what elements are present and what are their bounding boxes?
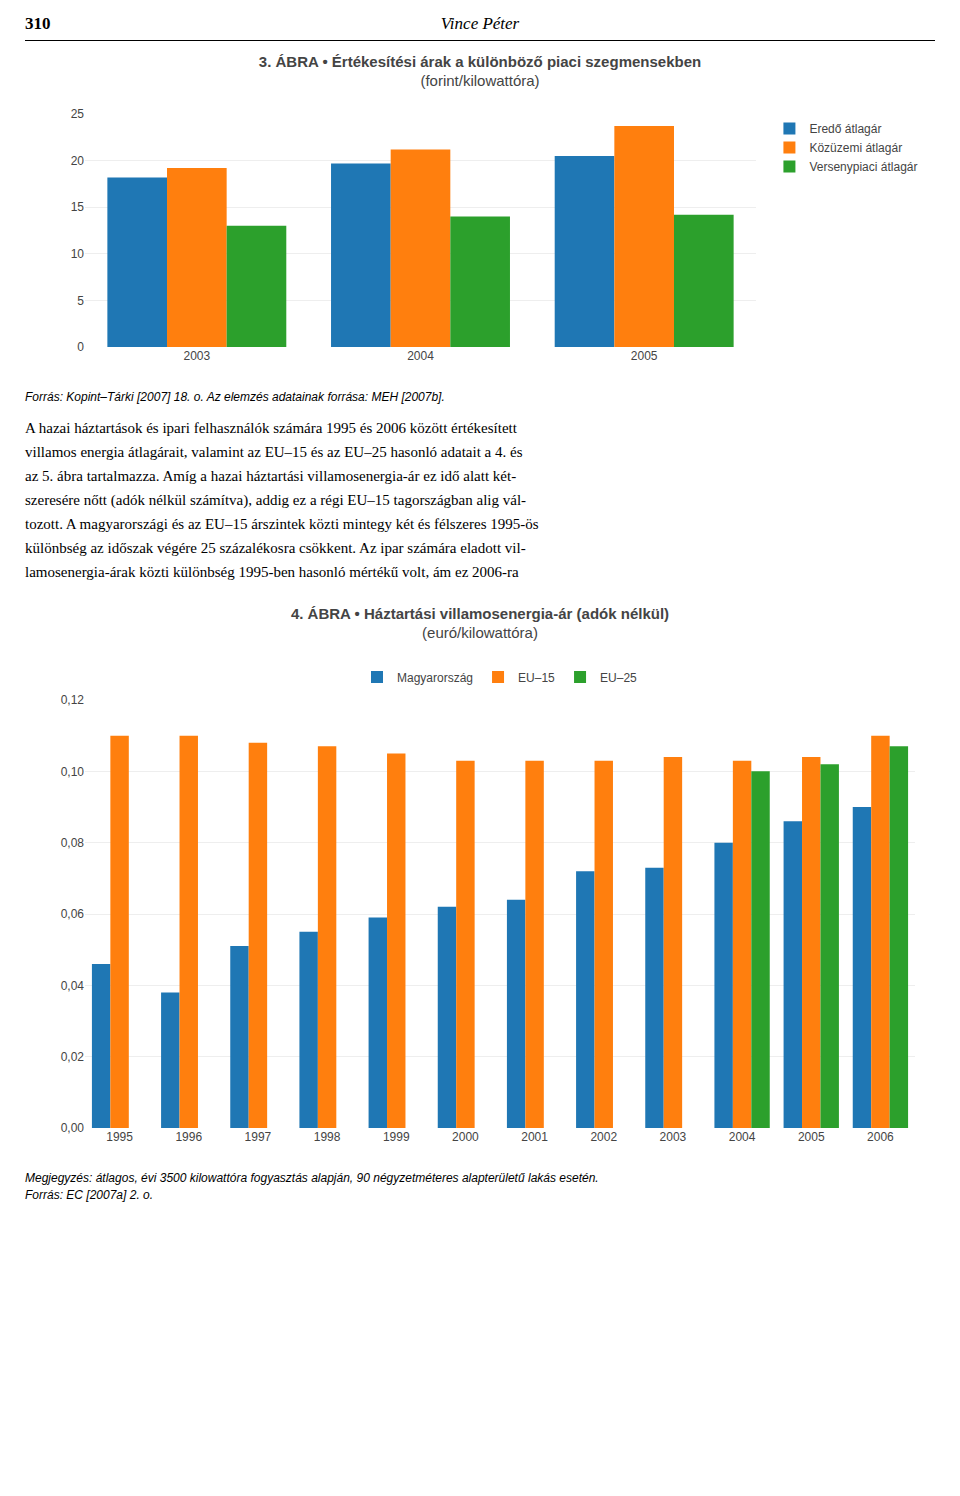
svg-text:2003: 2003 xyxy=(183,349,210,363)
html-text:különbség az időszak végére 25: különbség az időszak végére 25 százaléko… xyxy=(25,540,526,556)
html-text:villamos energia átlagárait, v: villamos energia átlagárait, valamint az… xyxy=(25,444,523,460)
svg-text:Eredő átlagár: Eredő átlagár xyxy=(809,122,881,136)
html-text:Forrás: Kopint–Tárki [2007] 18: Forrás: Kopint–Tárki [2007] 18. o. Az el… xyxy=(25,390,445,404)
svg-text:0,00: 0,00 xyxy=(61,1121,85,1135)
svg-text:20: 20 xyxy=(71,154,85,168)
html-text:A hazai háztartások és ipari f: A hazai háztartások és ipari felhasználó… xyxy=(25,420,517,436)
svg-text:Magyarország: Magyarország xyxy=(397,671,473,685)
svg-text:0,04: 0,04 xyxy=(61,979,85,993)
svg-text:0,06: 0,06 xyxy=(61,907,85,921)
svg-text:Versenypiaci átlagár: Versenypiaci átlagár xyxy=(809,160,917,174)
svg-text:0: 0 xyxy=(77,340,84,354)
svg-text:EU–15: EU–15 xyxy=(518,671,555,685)
html-text:Vince Péter: Vince Péter xyxy=(440,14,520,33)
svg-text:Közüzemi átlagár: Közüzemi átlagár xyxy=(809,141,902,155)
svg-text:0,10: 0,10 xyxy=(61,765,85,779)
svg-text:2004: 2004 xyxy=(729,1130,756,1144)
svg-text:EU–25: EU–25 xyxy=(600,671,637,685)
html-text:Forrás: EC [2007a] 2. o.: Forrás: EC [2007a] 2. o. xyxy=(25,1188,154,1202)
svg-text:2004: 2004 xyxy=(407,349,434,363)
svg-text:25: 25 xyxy=(71,107,85,121)
svg-text:0,02: 0,02 xyxy=(61,1050,85,1064)
html-text:az 5. ábra tartalmazza. Amíg a: az 5. ábra tartalmazza. Amíg a hazai ház… xyxy=(25,468,517,484)
svg-text:0,12: 0,12 xyxy=(61,693,85,707)
svg-text:1995: 1995 xyxy=(106,1130,133,1144)
svg-text:1996: 1996 xyxy=(175,1130,202,1144)
svg-text:3. ÁBRA • Értékesítési árak a: 3. ÁBRA • Értékesítési árak a különböző … xyxy=(259,53,701,89)
svg-text:2005: 2005 xyxy=(631,349,658,363)
svg-text:2006: 2006 xyxy=(867,1130,894,1144)
svg-text:10: 10 xyxy=(71,247,85,261)
svg-text:2003: 2003 xyxy=(660,1130,687,1144)
svg-text:2001: 2001 xyxy=(521,1130,548,1144)
html-text:Megjegyzés: átlagos, évi 3500: Megjegyzés: átlagos, évi 3500 kilowattór… xyxy=(25,1171,599,1185)
html-text:lamosenergia-árak közti különb: lamosenergia-árak közti különbség 1995-b… xyxy=(25,564,519,580)
svg-text:2002: 2002 xyxy=(590,1130,617,1144)
svg-text:4. ÁBRA • Háztartási villamose: 4. ÁBRA • Háztartási villamosenergia-ár … xyxy=(291,605,669,642)
svg-text:1998: 1998 xyxy=(314,1130,341,1144)
svg-text:1997: 1997 xyxy=(245,1130,272,1144)
svg-text:2005: 2005 xyxy=(798,1130,825,1144)
svg-text:0,08: 0,08 xyxy=(61,836,85,850)
html-text:310: 310 xyxy=(25,14,51,33)
html-text:tozott. A magyarországi és az: tozott. A magyarországi és az EU–15 ársz… xyxy=(25,516,539,532)
html-text:szeresére nőtt (adók nélkül sz: szeresére nőtt (adók nélkül számítva), a… xyxy=(25,492,527,508)
svg-text:2000: 2000 xyxy=(452,1130,479,1144)
svg-text:1999: 1999 xyxy=(383,1130,410,1144)
svg-text:15: 15 xyxy=(71,200,85,214)
svg-text:5: 5 xyxy=(77,294,84,308)
